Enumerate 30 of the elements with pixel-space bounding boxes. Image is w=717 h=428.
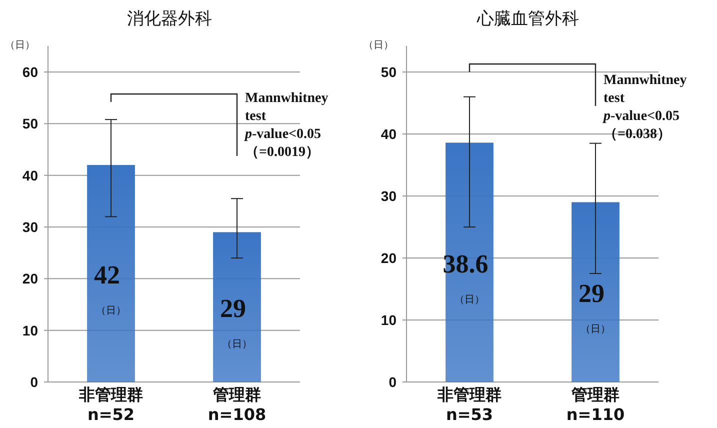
y-tick-label: 30 [22,219,38,235]
annotation: （日） [580,324,610,336]
annotation: （日） [454,294,484,306]
y-tick-label: 20 [380,250,397,266]
data-label: 42 [94,260,120,290]
annotation: （日） [96,306,126,316]
y-tick-label: 10 [380,312,397,328]
x-tick-label: 管理群 n=110 [566,385,625,424]
x-tick-label: 管理群 n=108 [208,385,266,424]
y-tick-label: 40 [22,167,38,184]
chart-title: 心臓血管外科 [476,9,579,29]
x-tick-label: 非管理群 n=53 [436,385,502,424]
y-axis-title: （日） [364,40,394,51]
y-tick-label: 0 [30,374,38,390]
y-tick-label: 0 [388,374,397,390]
y-tick-label: 20 [22,270,38,287]
y-tick-label: 30 [380,188,397,204]
x-tick-label: 非管理群 n=52 [78,385,143,424]
y-tick-label: 50 [22,116,38,132]
chart-title: 消化器外科 [126,9,212,29]
data-label: 29 [220,294,246,324]
annotation: Mannwhitney test p-value<0.05 （=0.0019） [244,91,328,160]
annotation: （日） [222,339,252,350]
y-tick-label: 40 [380,126,397,142]
y-tick-label: 10 [22,322,38,338]
annotation: Mannwhitney test p-value<0.05 （=0.038） [602,73,687,142]
data-label: 29 [578,279,604,308]
y-axis-title: （日） [5,40,35,51]
y-tick-label: 50 [380,64,397,80]
y-tick-label: 60 [22,64,38,80]
